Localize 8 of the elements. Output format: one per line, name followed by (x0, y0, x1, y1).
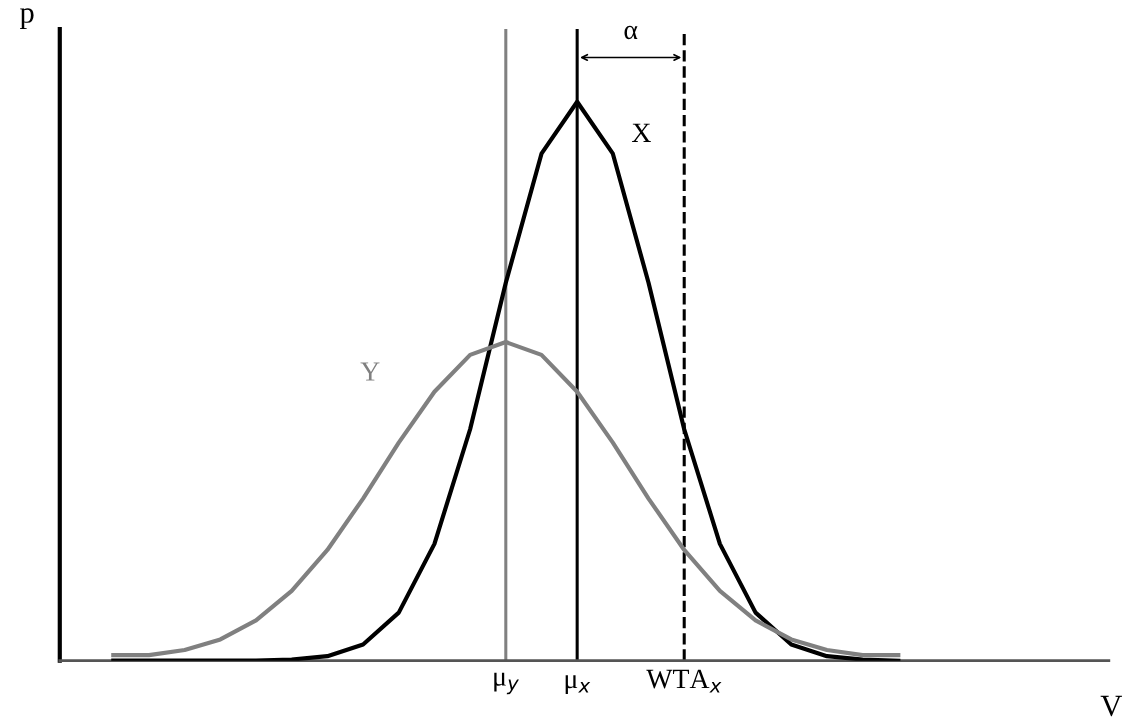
x-tick-label: μ$_{y}$ (494, 672, 519, 695)
text: α (624, 25, 638, 40)
text: V (1100, 695, 1123, 717)
series-label: X (631, 123, 651, 142)
x-tick-label: μ$_{x}$ (565, 675, 591, 694)
x-tick-label: WTA$_{x}$ (646, 669, 722, 693)
y-axis-title: p (20, 8, 34, 30)
series-label: Y (360, 362, 380, 381)
